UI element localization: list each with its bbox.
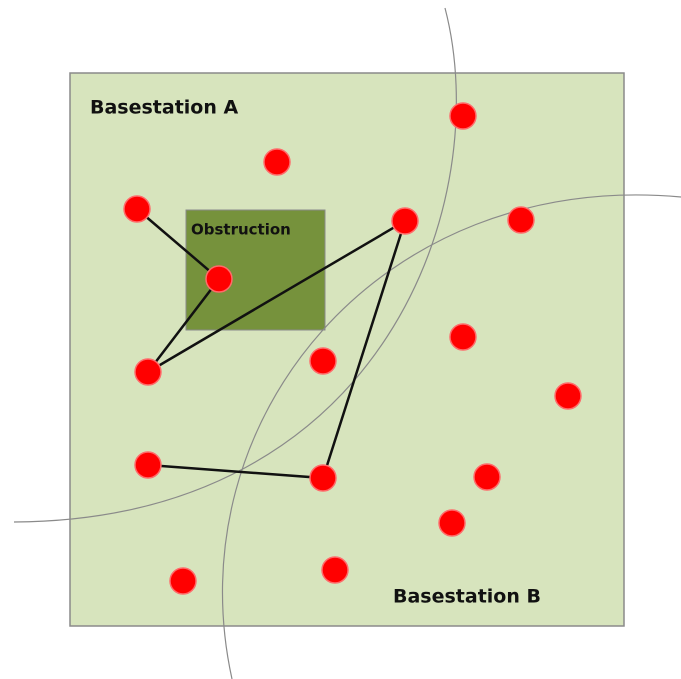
label-obstruction: Obstruction [191, 221, 291, 239]
node [169, 567, 197, 595]
area [69, 72, 625, 627]
node [554, 382, 582, 410]
range-arc-b [221, 194, 681, 679]
nodes [123, 102, 582, 595]
node [473, 463, 501, 491]
node [507, 206, 535, 234]
node [449, 323, 477, 351]
node [321, 556, 349, 584]
label-basestation-a: Basestation A [90, 97, 239, 119]
links [136, 208, 408, 480]
node [123, 195, 151, 223]
range-arc-a [13, 7, 457, 523]
node [134, 358, 162, 386]
node [449, 102, 477, 130]
node [309, 464, 337, 492]
node [205, 265, 233, 293]
node [391, 207, 419, 235]
node [263, 148, 291, 176]
node [438, 509, 466, 537]
node [134, 451, 162, 479]
node [309, 347, 337, 375]
label-basestation-b: Basestation B [393, 586, 541, 608]
